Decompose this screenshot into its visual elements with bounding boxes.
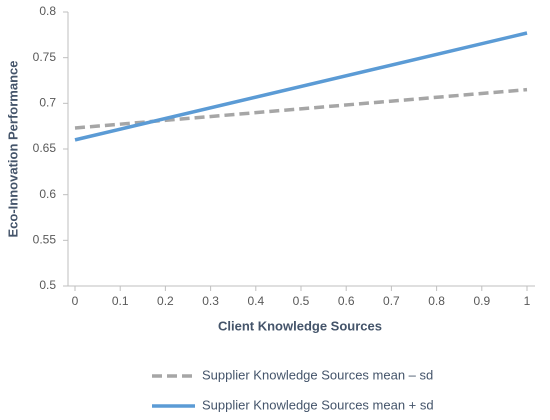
x-tick-label: 0.5 [293,294,310,308]
y-tick-label: 0.7 [39,96,56,110]
x-tick-label: 0.8 [428,294,445,308]
x-tick-label: 0.7 [383,294,400,308]
y-axis-title: Eco-Innovation Performance [5,61,20,238]
y-tick-label: 0.5 [39,278,56,292]
y-tick-label: 0.55 [33,233,57,247]
y-tick-label: 0.6 [39,187,56,201]
y-tick-label: 0.75 [33,50,57,64]
y-tick-label: 0.65 [33,141,57,155]
series-line [74,31,528,142]
x-tick-label: 0 [72,294,79,308]
x-tick-label: 0.9 [473,294,490,308]
x-tick-label: 0.4 [247,294,264,308]
x-axis-title: Client Knowledge Sources [218,318,382,333]
x-tick-label: 0.3 [202,294,219,308]
x-tick-label: 0.2 [157,294,174,308]
x-tick-label: 1 [524,294,531,308]
legend-label: Supplier Knowledge Sources mean – sd [202,367,433,382]
legend-label: Supplier Knowledge Sources mean + sd [202,397,434,412]
x-tick-label: 0.1 [112,294,129,308]
x-tick-label: 0.6 [338,294,355,308]
y-tick-label: 0.8 [39,4,56,18]
